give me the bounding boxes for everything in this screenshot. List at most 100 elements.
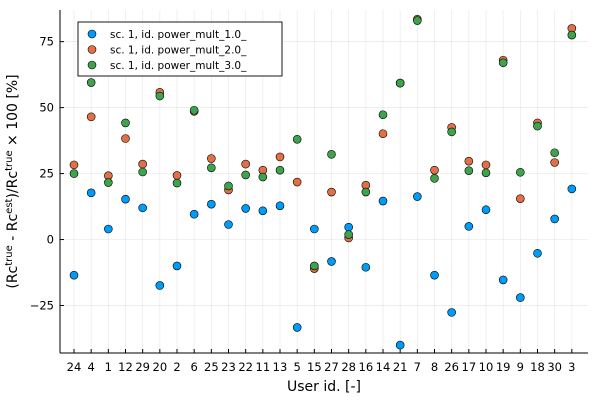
data-point-series-2 [292,177,302,187]
x-tick-label: 22 [238,360,253,374]
data-point-series-3 [516,167,525,177]
axis-labels: User id. [-] (Rctrue - Rcest)/Rctrue × 1… [4,74,362,395]
y-tick-label: 75 [39,35,54,49]
data-point-series-3 [550,148,559,158]
data-point-series-1 [430,270,439,280]
x-tick-label: 23 [221,360,236,374]
y-label-segment: - Rc [5,214,21,245]
x-tick-label: 16 [359,360,374,374]
y-label-superscript: true [4,150,15,171]
data-point-series-3 [464,166,474,175]
data-point-series-1 [550,214,559,224]
y-label-segment: (Rc [5,266,21,289]
x-tick-label: 30 [547,360,562,374]
x-tick-label: 8 [431,360,438,374]
data-point-series-3 [69,169,79,178]
x-tick-label: 20 [153,360,168,374]
data-point-series-2 [327,187,336,197]
data-point-series-3 [207,163,216,173]
data-point-series-3 [327,150,336,159]
data-point-series-3 [121,118,130,128]
data-point-series-3 [378,110,388,120]
data-point-series-3 [430,174,439,183]
data-point-series-3 [310,261,319,271]
data-point-series-2 [86,112,96,122]
x-tick-label: 1 [105,360,112,374]
points-layer [69,14,577,350]
data-point-series-1 [447,308,456,317]
data-point-series-3 [258,172,268,182]
data-point-series-1 [516,293,525,302]
y-label-superscript: est [4,198,15,213]
legend-marker [87,45,97,54]
data-point-series-3 [498,58,508,68]
x-tick-label: 17 [462,360,477,374]
legend: sc. 1, id. power_mult_1.0_ sc. 1, id. pow… [77,21,283,77]
x-tick-label: 18 [530,360,545,374]
data-point-series-1 [413,192,422,201]
y-tick-label: 25 [39,167,54,181]
y-tick-label: −25 [30,299,54,313]
x-tick-label: 25 [204,360,219,374]
data-point-series-3 [241,170,250,180]
data-point-series-1 [567,184,577,194]
data-point-series-3 [104,178,113,187]
x-tick-label: 9 [517,360,524,374]
data-point-series-1 [104,224,113,234]
data-point-series-1 [378,196,388,206]
data-point-series-1 [138,203,147,213]
data-point-series-1 [533,248,542,258]
data-point-series-2 [550,158,559,167]
data-point-series-3 [172,178,182,188]
data-point-series-3 [344,230,353,239]
data-point-series-2 [138,159,147,169]
legend-marker [87,60,97,70]
data-point-series-1 [464,222,474,231]
data-point-series-3 [413,16,422,25]
data-point-series-1 [498,275,508,285]
data-point-series-1 [292,323,302,332]
legend-label: sc. 1, id. power_mult_2.0_ [110,45,247,57]
y-tick-label: 50 [39,101,54,115]
x-tick-label: 21 [393,360,408,374]
data-point-series-1 [121,194,130,204]
x-tick-label: 28 [341,360,356,374]
data-point-series-1 [395,340,405,350]
data-point-series-1 [361,262,371,272]
data-point-series-3 [138,167,147,177]
x-tick-label: 19 [496,360,511,374]
x-tick-label: 24 [67,360,82,374]
data-point-series-1 [172,261,182,271]
data-point-series-1 [481,205,491,215]
x-tick-label: 7 [414,360,421,374]
data-point-series-3 [567,30,577,40]
data-point-series-2 [207,154,216,163]
x-tick-label: 29 [135,360,150,374]
x-tick-label: 4 [88,360,95,374]
x-tick-label: 12 [118,360,133,374]
data-point-series-2 [516,194,525,203]
x-tick-label: 13 [273,360,288,374]
x-tick-label: 11 [256,360,271,374]
data-point-series-2 [464,156,474,166]
y-label-segment: × 100 [%] [5,74,21,150]
y-label-superscript: true [4,245,15,266]
data-point-series-3 [533,121,542,131]
x-tick-label: 6 [191,360,198,374]
data-point-series-1 [69,270,79,280]
data-point-series-1 [275,201,285,211]
data-point-series-2 [69,160,79,170]
data-point-series-3 [447,127,456,137]
x-tick-label: 2 [173,360,180,374]
data-point-series-1 [224,220,233,229]
data-point-series-3 [155,91,165,101]
legend-label: sc. 1, id. power_mult_1.0_ [110,29,247,41]
x-tick-label: 27 [324,360,339,374]
data-point-series-2 [481,160,491,170]
data-point-series-1 [86,188,96,198]
data-point-series-1 [207,199,216,209]
data-point-series-1 [241,204,250,213]
